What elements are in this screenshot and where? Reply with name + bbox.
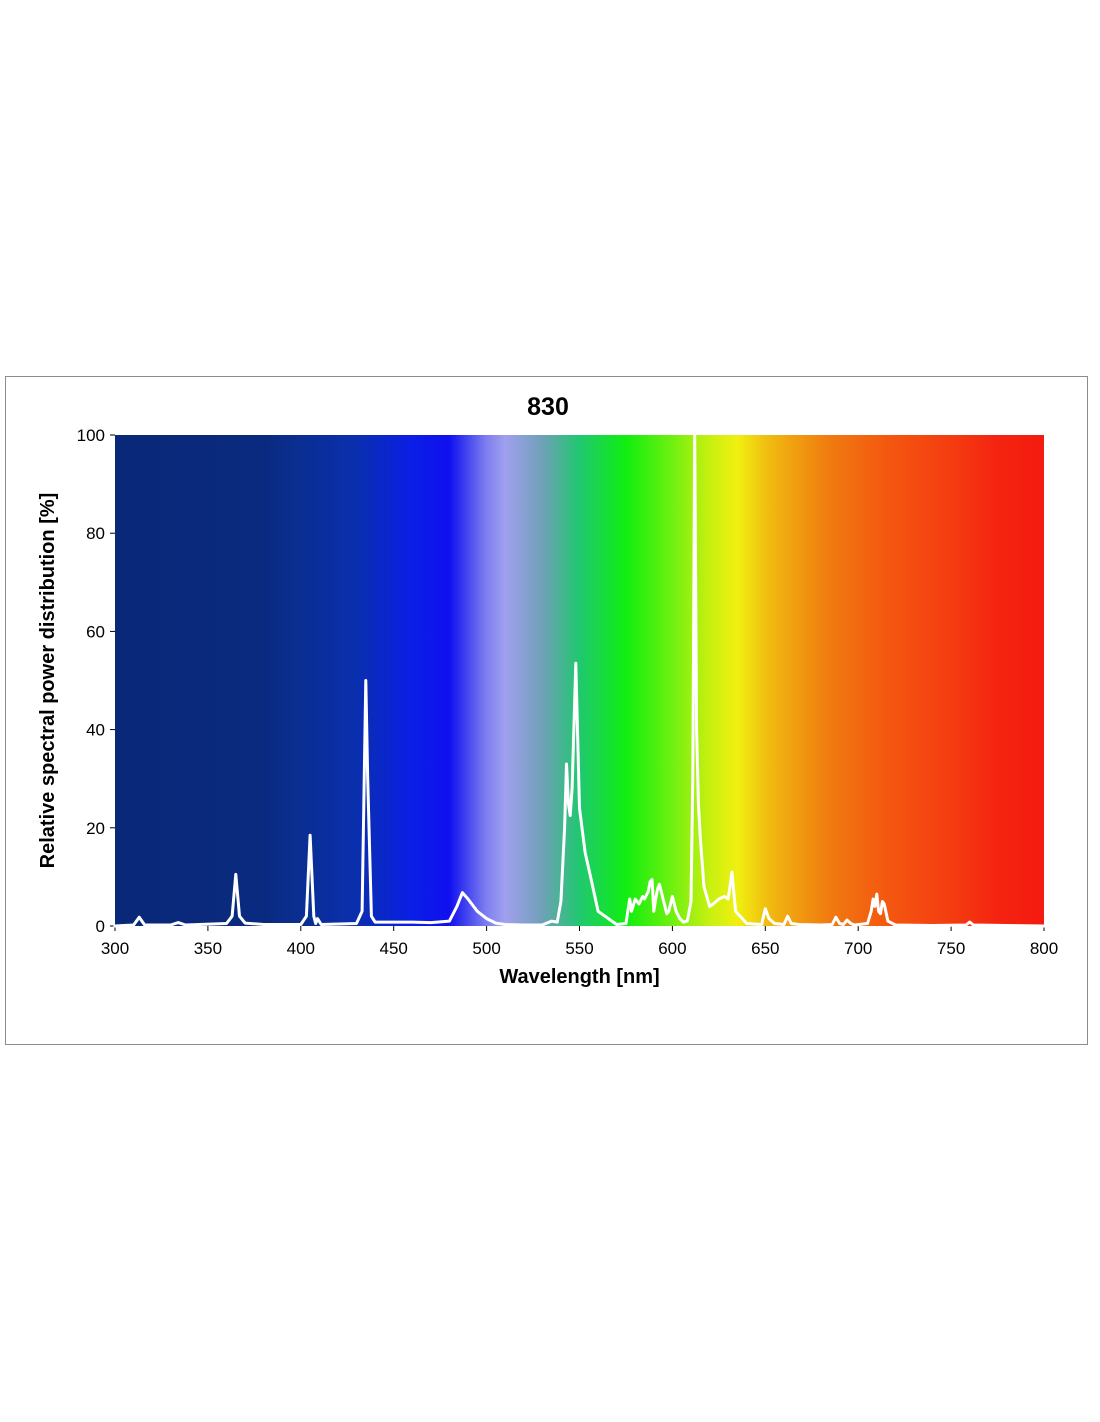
y-axis-ticks: 0 20 40 60 80 100 — [77, 426, 115, 936]
x-tick-label: 650 — [751, 939, 779, 958]
chart-frame: 300 350 400 450 500 550 600 650 700 750 800 0 20 40 6… — [5, 376, 1088, 1045]
y-tick-label: 0 — [96, 917, 105, 936]
spectrum-background — [115, 435, 1044, 926]
x-tick-label: 500 — [472, 939, 500, 958]
y-tick-label: 20 — [86, 819, 105, 838]
x-tick-label: 400 — [287, 939, 315, 958]
x-tick-label: 300 — [101, 939, 129, 958]
spectral-power-line — [113, 433, 1046, 928]
x-tick-label: 800 — [1030, 939, 1058, 958]
y-axis-title: Relative spectral power distribution [%] — [37, 493, 59, 869]
x-axis-ticks: 300 350 400 450 500 550 600 650 700 750 800 — [101, 926, 1058, 958]
x-tick-label: 550 — [565, 939, 593, 958]
spectrum-chart: 300 350 400 450 500 550 600 650 700 750 800 0 20 40 6… — [37, 393, 1058, 988]
y-tick-label: 60 — [86, 622, 105, 641]
x-axis-title: Wavelength [nm] — [499, 966, 659, 988]
x-tick-label: 750 — [937, 939, 965, 958]
x-tick-label: 350 — [194, 939, 222, 958]
y-tick-label: 80 — [86, 524, 105, 543]
chart-title: 830 — [527, 393, 569, 421]
y-tick-label: 100 — [77, 426, 105, 445]
y-tick-label: 40 — [86, 721, 105, 740]
x-tick-label: 700 — [844, 939, 872, 958]
x-tick-label: 450 — [380, 939, 408, 958]
x-tick-label: 600 — [658, 939, 686, 958]
